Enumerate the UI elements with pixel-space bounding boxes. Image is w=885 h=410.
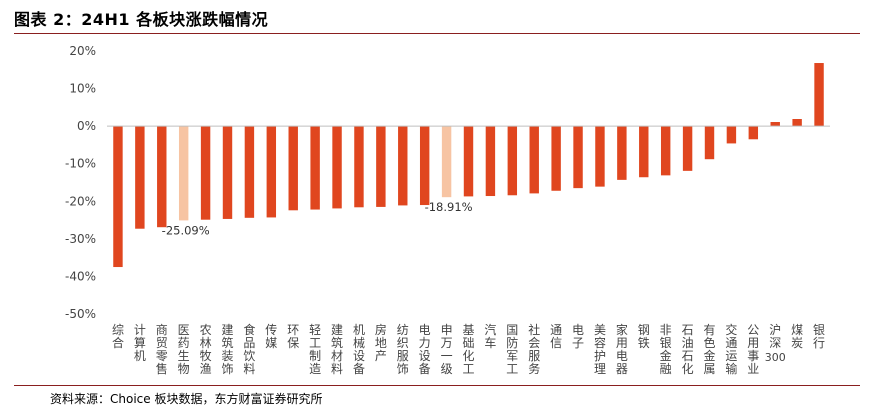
bar (332, 126, 342, 209)
x-tick-label: 综合 (112, 323, 124, 350)
x-tick-label: 公用事业 (747, 323, 759, 376)
bar (529, 126, 539, 194)
x-tick-label: 电子 (572, 323, 584, 350)
data-label: -18.91% (425, 200, 473, 214)
y-tick-label: 10% (69, 82, 96, 96)
x-tick-label: 美容护理 (594, 323, 606, 376)
source-note: 资料来源：Choice 板块数据，东方财富证券研究所 (50, 392, 323, 406)
x-tick-label: 沪深 300 (765, 323, 786, 364)
bar (573, 126, 583, 189)
bar-chart: 20% 10% 0% -10% -20% -30% -40% -50% 综合计算机商贸零售医药生… (65, 44, 830, 376)
bar (507, 126, 518, 196)
bar (463, 126, 474, 197)
bar (135, 126, 145, 229)
bar (660, 126, 671, 176)
bar (441, 126, 452, 198)
y-tick-label: 0% (77, 119, 96, 133)
x-tick-label: 商贸零售 (156, 322, 168, 376)
x-tick-label: 汽车 (484, 322, 496, 350)
bar (682, 126, 693, 171)
x-tick-label: 计算机 (134, 323, 146, 363)
bar (288, 126, 298, 211)
x-tick-label: 交通运输 (725, 322, 737, 376)
bar (748, 126, 759, 140)
x-tick-label: 石油石化 (682, 323, 694, 376)
bar (178, 126, 189, 221)
x-tick-label: 家用电器 (616, 322, 628, 376)
bar (244, 126, 255, 218)
bar (157, 126, 167, 228)
x-tick-label: 轻工制造 (309, 323, 321, 376)
x-tick-label: 非银金融 (660, 323, 672, 376)
y-tick-label: -30% (65, 232, 96, 246)
bar (376, 126, 386, 207)
bar (222, 126, 233, 219)
bar (704, 126, 715, 160)
bar (419, 126, 430, 206)
bar (310, 126, 320, 210)
bar (113, 126, 123, 268)
bar (485, 126, 496, 197)
bar (639, 126, 649, 178)
x-tick-label: 建筑材料 (331, 323, 343, 376)
bar (551, 126, 561, 191)
x-tick-label: 建筑装饰 (221, 323, 233, 376)
footer-rule (14, 385, 860, 386)
x-tick-label: 农林牧渔 (200, 323, 212, 376)
data-label: -25.09% (162, 223, 210, 237)
x-tick-label: 国防军工 (506, 323, 518, 376)
bar (266, 126, 277, 218)
x-tick-label: 食品饮料 (243, 322, 255, 376)
x-tick-label: 机械设备 (353, 323, 365, 376)
x-tick-label: 社会服务 (528, 322, 540, 376)
x-tick-label: 申万一级 (441, 323, 453, 376)
bar (200, 126, 211, 220)
x-tick-label: 电力设备 (419, 323, 431, 376)
x-tick-label: 纺织服饰 (397, 323, 409, 376)
y-tick-label: 20% (69, 44, 96, 58)
x-tick-label: 银行 (813, 323, 825, 350)
chart-title: 图表 2：24H1 各板块涨跌幅情况 (14, 10, 269, 29)
x-tick-label: 钢铁 (638, 323, 650, 350)
x-tick-label: 有色金属 (703, 323, 715, 376)
bar (595, 126, 605, 187)
x-tick-label: 房地产 (375, 322, 387, 363)
x-tick-label: 环保 (287, 323, 299, 350)
bar (398, 126, 408, 206)
x-tick-label: 通信 (550, 323, 562, 350)
title-rule (14, 33, 860, 34)
bar (770, 122, 780, 127)
bar (354, 126, 364, 208)
bar (726, 126, 737, 144)
x-tick-label: 医药生物 (178, 323, 190, 376)
y-tick-label: -50% (65, 307, 96, 321)
x-tick-label: 传媒 (265, 322, 277, 350)
bar (617, 126, 627, 180)
y-tick-label: -20% (65, 194, 96, 208)
y-tick-label: -40% (65, 269, 96, 283)
bar (792, 119, 802, 127)
y-tick-label: -10% (65, 157, 96, 171)
x-tick-label: 基础化工 (462, 323, 474, 376)
x-tick-label: 煤炭 (791, 323, 803, 350)
bar (814, 63, 824, 127)
